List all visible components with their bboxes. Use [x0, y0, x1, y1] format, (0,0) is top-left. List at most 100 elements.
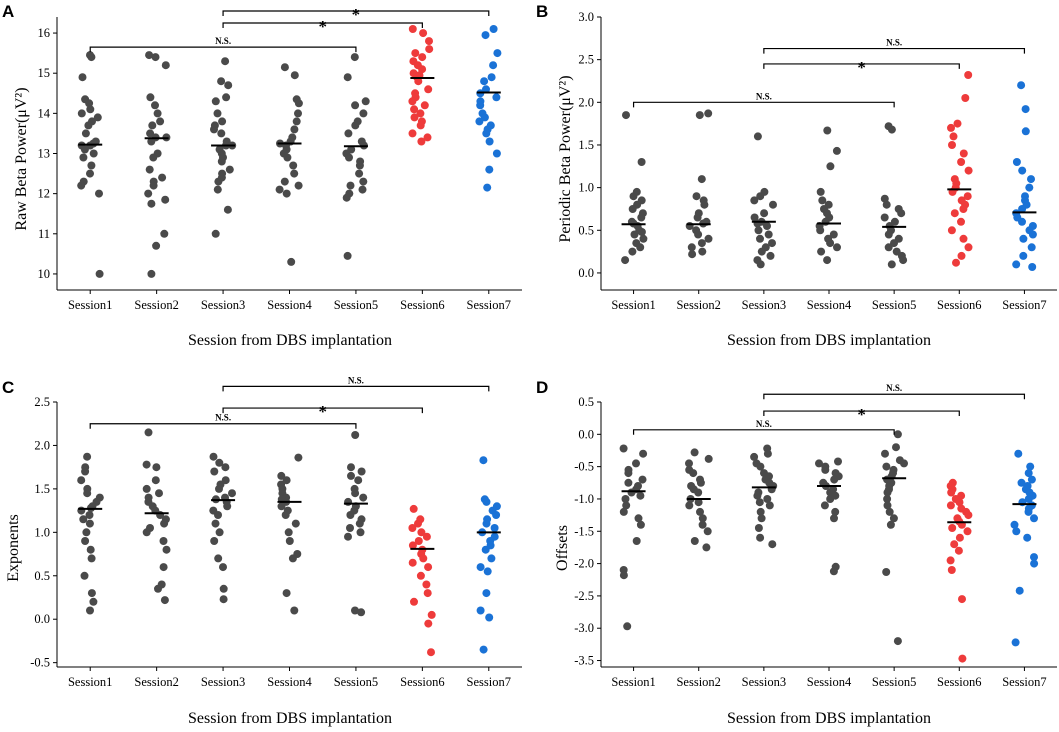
panel-d-session7-point: [1030, 559, 1039, 568]
panel-b-session4-point: [818, 196, 827, 205]
panel-c-session4-point: [277, 471, 286, 480]
panel-a-session5-point: [342, 193, 351, 202]
panel-b-session5-point: [880, 213, 889, 222]
panel-d-session3-point: [755, 498, 764, 507]
panel-d-session1-point: [619, 507, 628, 516]
panel-d-session1-point: [638, 475, 647, 484]
panel-d-session1-point: [632, 459, 640, 468]
panel-a-session6-point: [424, 85, 433, 94]
panel-c-session6-point: [414, 519, 422, 528]
panel-b-session2-point: [695, 111, 704, 120]
panel-a-session7-point: [483, 183, 492, 192]
panel-a-session3-point: [217, 129, 226, 138]
panel-c-significance-bracket: [89, 423, 357, 429]
panel-d-session7-point: [1024, 507, 1033, 516]
panel-a-session3-point: [218, 117, 227, 126]
panel-b-significance-bracket: [763, 47, 1026, 54]
panel-c-session1-point: [83, 452, 92, 461]
panel-a: A Session from DBS implantation Raw Beta…: [2, 2, 522, 349]
panel-a-session5-point: [344, 129, 353, 138]
panel-c-session3-point: [219, 595, 228, 604]
panel-letter-d: D: [536, 378, 548, 397]
panel-d-session4-point: [826, 495, 835, 503]
panel-b-session6-point: [959, 149, 968, 158]
panel-a-session1-point: [79, 153, 88, 162]
panel-b-session7-point: [1021, 105, 1030, 114]
panel-c-significance-label: N.S.: [215, 413, 231, 423]
panel-d-session2-point: [696, 507, 704, 516]
panel-b-x-tick-label: Session4: [807, 298, 852, 312]
panel-b-significance-bracket: [763, 63, 960, 69]
panel-b-session6-point: [957, 251, 966, 260]
panel-b-y-tick-label: 3.0: [578, 10, 594, 24]
panel-b-session5-point: [887, 125, 896, 134]
panel-d-session3-point: [768, 540, 777, 549]
panel-a-session5-point: [359, 109, 368, 118]
panel-b-session6-point: [957, 158, 966, 166]
panel-b-session7-point: [1021, 127, 1030, 136]
panel-a-session5-point: [351, 121, 360, 130]
panel-a-session7-point: [487, 73, 496, 82]
panel-a-session6-point: [418, 53, 427, 62]
panel-c-y-tick-label: 0.5: [34, 569, 50, 583]
panel-d-session6-point: [946, 501, 955, 510]
panel-c-session4-point: [291, 519, 300, 528]
panel-d-session4-point: [831, 507, 840, 516]
panel-c-session5-point: [347, 471, 355, 480]
panel-a-session3-point: [221, 57, 230, 66]
panel-b-session7-point: [1019, 234, 1028, 243]
panel-c-session2-point: [159, 563, 168, 572]
panel-b-session7-point: [1012, 158, 1021, 166]
panel-c-y-tick-label: 2.5: [34, 395, 50, 409]
panel-d-session3-point: [756, 533, 765, 542]
panel-a-session2-point: [151, 53, 160, 62]
panel-a-session6-point: [419, 29, 428, 38]
panel-a-session4-point: [275, 185, 284, 194]
panel-a-x-tick-label: Session2: [134, 298, 178, 312]
panel-c-session6-point: [424, 619, 433, 628]
panel-b-session3-point: [750, 196, 759, 205]
panel-c-session5-point: [344, 532, 352, 541]
panel-c-session1-point: [79, 515, 88, 524]
panel-c-session4-point: [294, 453, 303, 462]
panel-a-session7-point: [489, 61, 498, 70]
panel-d-session3-point: [756, 462, 765, 471]
panel-d-y-tick-label: 0.0: [578, 427, 594, 441]
panel-c-session2-point: [144, 428, 153, 437]
panel-c-session1-point: [85, 511, 94, 519]
panel-d-session5-point: [882, 462, 891, 471]
panel-a-x-axis-title: Session from DBS implantation: [188, 332, 392, 349]
panel-b-y-tick-label: 2.5: [578, 53, 594, 67]
panel-c-x-axis-title: Session from DBS implantation: [188, 710, 392, 727]
panel-c-session2-point: [155, 489, 163, 498]
panel-a-significance-label: N.S.: [215, 36, 231, 46]
panel-d-session5-point: [893, 430, 902, 439]
panel-c-session7-point: [479, 645, 488, 654]
panel-a-y-tick-label: 16: [38, 26, 51, 40]
panel-d-x-tick-label: Session2: [676, 675, 720, 689]
panel-b-x-tick-label: Session5: [872, 298, 916, 312]
panel-b-x-tick-label: Session7: [1002, 298, 1046, 312]
panel-c-session4-point: [281, 511, 290, 519]
panel-a-session2-point: [147, 137, 156, 146]
panel-c-session6-point: [417, 528, 426, 537]
panel-a-session4-point: [289, 161, 298, 170]
panel-c-session2-point: [160, 519, 169, 528]
panel-a-session3-point: [225, 165, 234, 174]
panel-c-x-tick-label: Session1: [68, 675, 112, 689]
panel-a-x-tick-label: Session3: [201, 298, 245, 312]
panel-d-session2-point: [685, 459, 693, 468]
panel-letter-c: C: [2, 378, 14, 397]
panel-d-x-tick-label: Session6: [937, 675, 981, 689]
panel-c-session3-point: [219, 584, 228, 593]
panel-b-session1-point: [629, 192, 638, 201]
panel-c-session5-point: [347, 463, 355, 472]
panel-d-y-tick-label: -3.5: [574, 654, 594, 668]
panel-c-session3-point: [219, 563, 227, 572]
panel-d-session1-point: [627, 488, 636, 497]
panel-b-session6-point: [959, 205, 968, 213]
panel-d-session6-point: [947, 488, 956, 497]
panel-d-session4-point: [821, 465, 830, 474]
panel-c-session7-point: [482, 497, 491, 506]
panel-c-session6-point: [422, 532, 431, 541]
